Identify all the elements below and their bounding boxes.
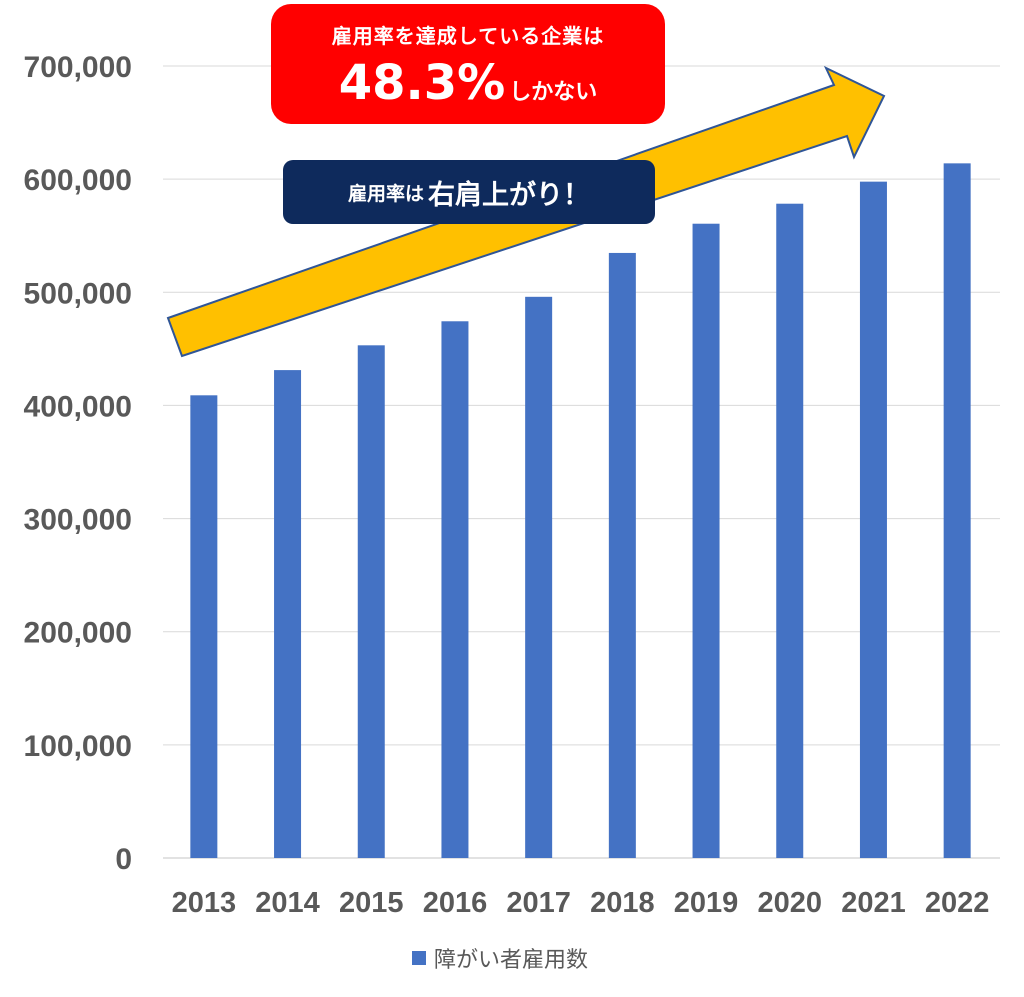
x-tick-label: 2014 xyxy=(255,887,320,919)
x-tick-label: 2015 xyxy=(339,887,404,919)
x-tick-label: 2021 xyxy=(841,887,906,919)
callout-line1: 雇用率を達成している企業は xyxy=(331,24,605,48)
y-tick-label: 100,000 xyxy=(24,730,132,763)
legend-label: 障がい者雇用数 xyxy=(434,948,589,973)
x-tick-labels: 2013 2014 2015 2016 2017 2018 2019 2020 2021 2022 xyxy=(172,887,990,919)
callout-line2: 48.3% しかない xyxy=(271,55,665,111)
y-tick-label: 700,000 xyxy=(24,51,132,84)
bar-2016 xyxy=(441,321,469,859)
x-tick-label: 2020 xyxy=(757,887,822,919)
x-tick-label: 2016 xyxy=(423,887,488,919)
y-tick-label: 300,000 xyxy=(24,504,132,537)
x-tick-label: 2019 xyxy=(674,887,739,919)
y-tick-label: 200,000 xyxy=(24,617,132,650)
trend-callout: 雇用率は 右肩上がり！ xyxy=(283,160,655,224)
bar-2018 xyxy=(608,252,636,859)
achievement-rate-callout: 雇用率を達成している企業は 48.3% しかない xyxy=(271,4,665,124)
y-tick-label: 500,000 xyxy=(24,277,132,310)
bar-2014 xyxy=(274,370,302,858)
x-tick-label: 2013 xyxy=(172,887,237,919)
y-tick-labels: 0 100,000 200,000 300,000 400,000 500,000 600,… xyxy=(24,51,132,876)
x-tick-label: 2017 xyxy=(506,887,571,919)
bar-2021 xyxy=(859,181,887,859)
bar-2013 xyxy=(190,395,218,858)
x-tick-label: 2018 xyxy=(590,887,655,919)
callout-suffix: しかない xyxy=(509,80,598,105)
legend: 障がい者雇用数 xyxy=(412,942,588,974)
achievement-rate-value: 48.3% xyxy=(338,55,506,111)
y-tick-label: 0 xyxy=(115,843,132,876)
bar-2022 xyxy=(943,163,971,859)
bar-2017 xyxy=(525,296,553,859)
legend-swatch xyxy=(412,951,426,965)
trend-callout-prefix: 雇用率は xyxy=(347,182,424,205)
y-tick-label: 400,000 xyxy=(24,390,132,423)
bar-2020 xyxy=(776,203,804,858)
bar-2019 xyxy=(692,223,720,858)
bars xyxy=(190,163,971,859)
x-tick-label: 2022 xyxy=(925,887,990,919)
bar-2015 xyxy=(357,345,385,858)
trend-callout-emphasis: 右肩上がり！ xyxy=(428,179,590,211)
y-tick-label: 600,000 xyxy=(24,164,132,197)
